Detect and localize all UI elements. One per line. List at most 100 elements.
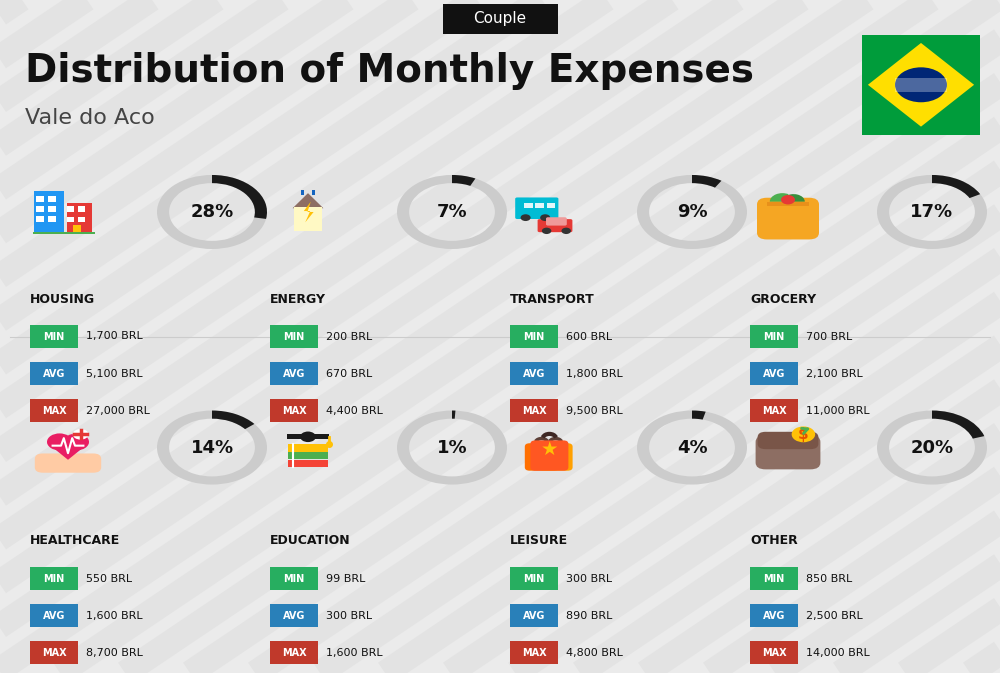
Wedge shape <box>452 175 475 186</box>
FancyBboxPatch shape <box>30 325 78 348</box>
FancyBboxPatch shape <box>510 567 558 590</box>
FancyBboxPatch shape <box>78 207 85 211</box>
FancyBboxPatch shape <box>510 325 558 348</box>
FancyBboxPatch shape <box>524 203 533 208</box>
Text: MIN: MIN <box>283 332 305 341</box>
FancyBboxPatch shape <box>288 460 328 467</box>
FancyBboxPatch shape <box>538 219 572 232</box>
Polygon shape <box>868 43 974 127</box>
FancyBboxPatch shape <box>750 325 798 348</box>
FancyBboxPatch shape <box>270 325 318 348</box>
FancyBboxPatch shape <box>539 444 573 470</box>
FancyBboxPatch shape <box>288 444 328 452</box>
Text: AVG: AVG <box>763 611 785 621</box>
Circle shape <box>521 214 531 221</box>
FancyBboxPatch shape <box>30 567 78 590</box>
Text: TRANSPORT: TRANSPORT <box>510 293 595 306</box>
Text: ★: ★ <box>541 440 558 459</box>
Text: 9,500 BRL: 9,500 BRL <box>566 406 623 415</box>
Wedge shape <box>452 411 455 419</box>
Text: GROCERY: GROCERY <box>750 293 816 306</box>
Wedge shape <box>212 411 254 429</box>
Text: LEISURE: LEISURE <box>510 534 568 547</box>
Wedge shape <box>157 175 267 249</box>
Polygon shape <box>47 443 89 460</box>
FancyBboxPatch shape <box>515 197 558 219</box>
Text: $: $ <box>798 427 809 442</box>
Wedge shape <box>637 411 747 485</box>
Text: 850 BRL: 850 BRL <box>806 574 852 583</box>
FancyBboxPatch shape <box>895 78 947 92</box>
FancyBboxPatch shape <box>73 225 81 232</box>
Text: 2,500 BRL: 2,500 BRL <box>806 611 863 621</box>
Text: 28%: 28% <box>190 203 234 221</box>
FancyBboxPatch shape <box>30 362 78 385</box>
FancyBboxPatch shape <box>750 567 798 590</box>
FancyBboxPatch shape <box>535 203 544 208</box>
FancyBboxPatch shape <box>36 196 44 202</box>
Text: MAX: MAX <box>762 648 786 658</box>
FancyBboxPatch shape <box>270 604 318 627</box>
Text: MAX: MAX <box>282 648 306 658</box>
FancyBboxPatch shape <box>67 207 74 211</box>
Wedge shape <box>157 411 267 485</box>
FancyBboxPatch shape <box>510 399 558 422</box>
Text: Distribution of Monthly Expenses: Distribution of Monthly Expenses <box>25 52 754 90</box>
FancyBboxPatch shape <box>30 641 78 664</box>
Circle shape <box>47 433 72 450</box>
Text: AVG: AVG <box>523 369 545 378</box>
Wedge shape <box>212 175 267 219</box>
Wedge shape <box>932 411 984 439</box>
FancyBboxPatch shape <box>270 362 318 385</box>
Text: AVG: AVG <box>283 369 305 378</box>
Text: AVG: AVG <box>283 611 305 621</box>
Circle shape <box>895 67 947 102</box>
Circle shape <box>73 429 88 439</box>
Wedge shape <box>397 411 507 485</box>
Circle shape <box>300 431 316 442</box>
FancyBboxPatch shape <box>530 440 568 470</box>
Wedge shape <box>397 175 507 249</box>
FancyBboxPatch shape <box>442 4 558 34</box>
Text: 1,800 BRL: 1,800 BRL <box>566 369 623 378</box>
Wedge shape <box>692 175 721 188</box>
Text: 890 BRL: 890 BRL <box>566 611 612 621</box>
Text: MIN: MIN <box>523 574 545 583</box>
Text: 99 BRL: 99 BRL <box>326 574 365 583</box>
FancyBboxPatch shape <box>30 399 78 422</box>
Text: Couple: Couple <box>473 11 527 26</box>
Text: MAX: MAX <box>522 648 546 658</box>
Text: MAX: MAX <box>42 648 66 658</box>
Text: MIN: MIN <box>283 574 305 583</box>
Circle shape <box>542 227 551 234</box>
Text: AVG: AVG <box>43 611 65 621</box>
Text: HOUSING: HOUSING <box>30 293 95 306</box>
Text: 200 BRL: 200 BRL <box>326 332 372 341</box>
Text: OTHER: OTHER <box>750 534 798 547</box>
FancyBboxPatch shape <box>294 207 322 231</box>
Text: 11,000 BRL: 11,000 BRL <box>806 406 870 415</box>
Text: MIN: MIN <box>43 574 65 583</box>
Text: 8,700 BRL: 8,700 BRL <box>86 648 143 658</box>
Text: 1,600 BRL: 1,600 BRL <box>326 648 383 658</box>
Wedge shape <box>932 175 980 198</box>
Text: 700 BRL: 700 BRL <box>806 332 852 341</box>
Text: AVG: AVG <box>523 611 545 621</box>
Polygon shape <box>293 193 323 208</box>
Text: MIN: MIN <box>763 332 785 341</box>
FancyBboxPatch shape <box>750 399 798 422</box>
Text: HEALTHCARE: HEALTHCARE <box>30 534 120 547</box>
FancyBboxPatch shape <box>36 216 44 222</box>
FancyBboxPatch shape <box>33 232 95 234</box>
FancyBboxPatch shape <box>36 205 44 211</box>
FancyBboxPatch shape <box>757 198 819 240</box>
Wedge shape <box>637 175 747 249</box>
Circle shape <box>64 433 89 450</box>
Circle shape <box>792 427 815 442</box>
FancyBboxPatch shape <box>525 444 559 470</box>
Wedge shape <box>877 411 987 485</box>
Text: 1%: 1% <box>437 439 467 456</box>
FancyBboxPatch shape <box>301 190 304 195</box>
FancyBboxPatch shape <box>510 362 558 385</box>
FancyBboxPatch shape <box>270 567 318 590</box>
